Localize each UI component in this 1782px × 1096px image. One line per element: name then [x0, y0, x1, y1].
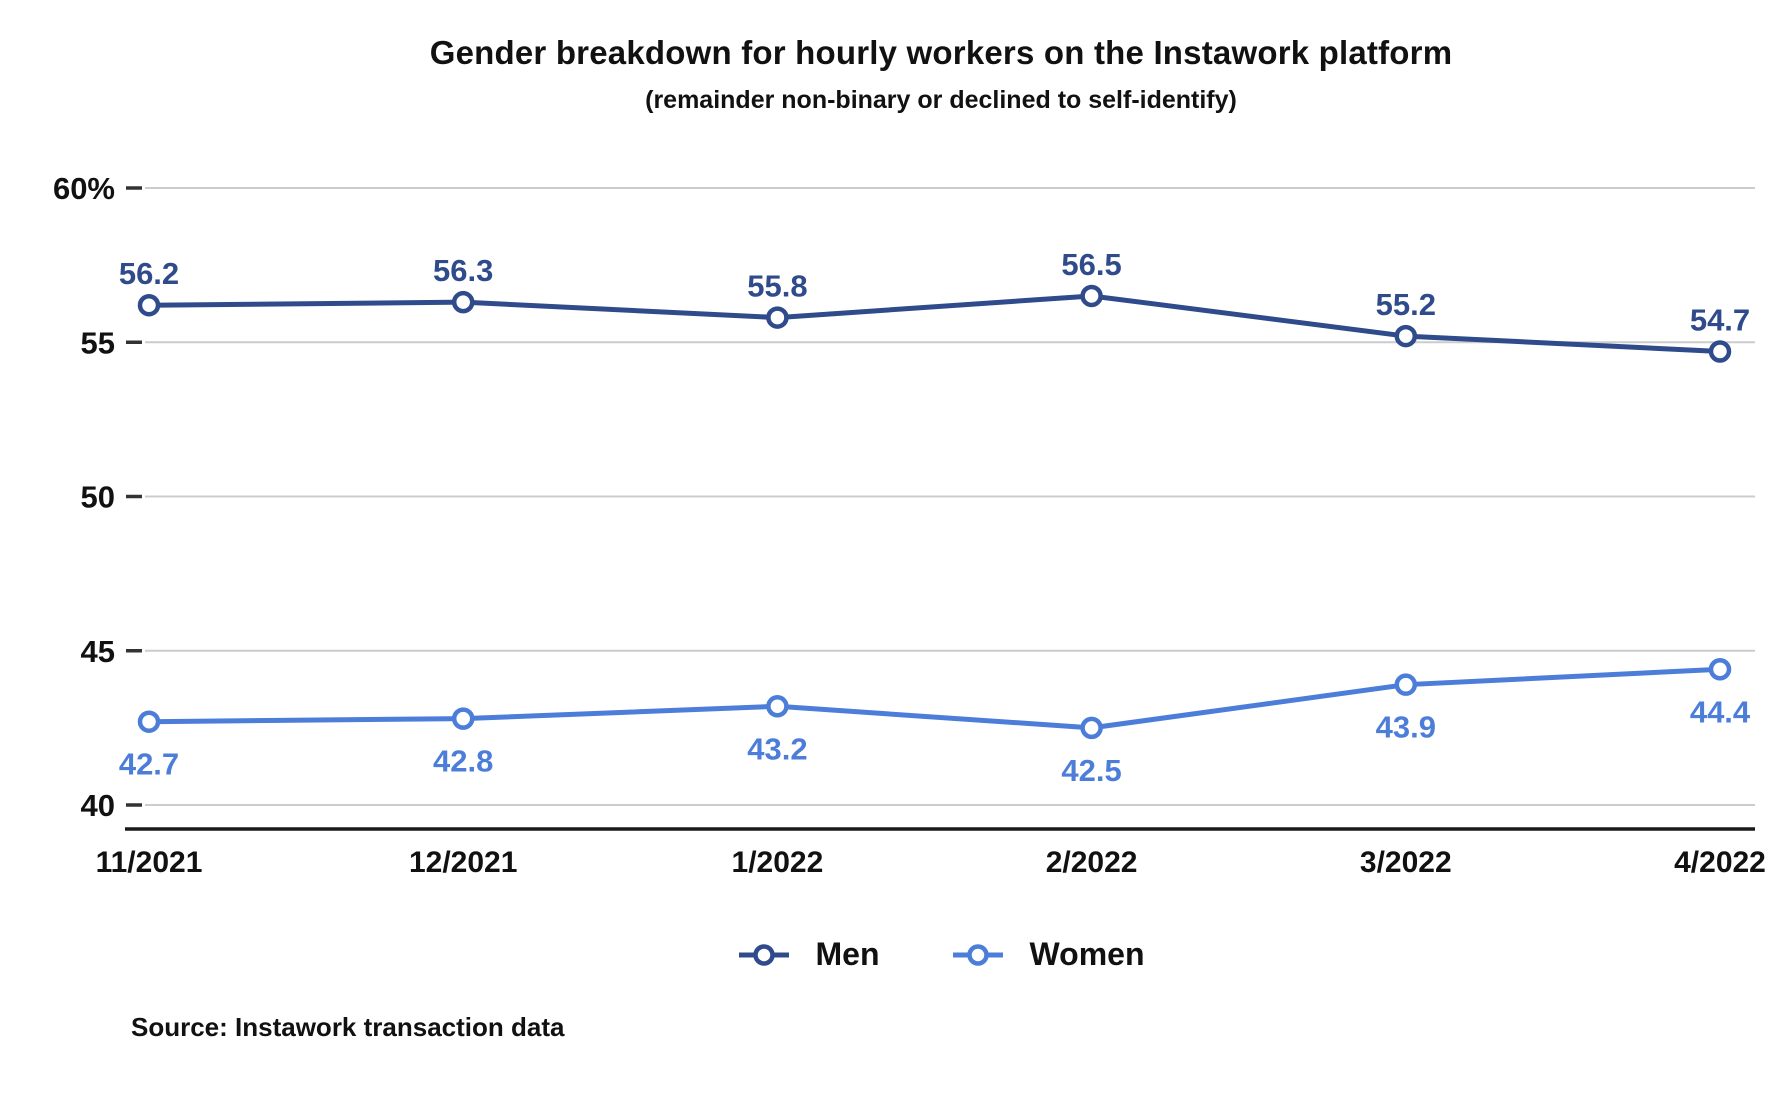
- y-tick-label: 40: [81, 788, 115, 823]
- data-label-men: 54.7: [1690, 303, 1750, 338]
- data-point-women: [451, 707, 475, 730]
- data-point-men: [1708, 340, 1732, 363]
- series-line-men: [146, 293, 1723, 355]
- data-point-men: [1394, 324, 1418, 348]
- data-point-men: [1080, 284, 1103, 308]
- legend-item-men: Men: [738, 936, 880, 973]
- data-point-women: [1708, 658, 1732, 681]
- x-tick-label: 12/2021: [409, 846, 517, 879]
- chart-subtitle: (remainder non-binary or declined to sel…: [645, 86, 1237, 114]
- legend-item-women: Women: [952, 936, 1145, 973]
- data-point-men: [451, 290, 475, 314]
- chart-header: Gender breakdown for hourly workers on t…: [100, 34, 1782, 115]
- data-point-women: [766, 695, 789, 718]
- data-point-men: [766, 306, 789, 329]
- y-tick-label: 50: [81, 480, 115, 515]
- x-tick-label: 4/2022: [1674, 846, 1766, 879]
- data-label-men: 55.8: [747, 269, 807, 304]
- legend-label-men: Men: [815, 936, 880, 972]
- data-label-men: 55.2: [1376, 287, 1436, 322]
- data-point-women: [137, 710, 161, 733]
- chart-legend: Men Women: [100, 936, 1782, 973]
- source-note: Source: Instawork transaction data: [131, 1012, 565, 1042]
- data-point-men: [137, 293, 161, 317]
- data-label-men: 56.5: [1061, 247, 1121, 282]
- x-tick-label: 3/2022: [1360, 846, 1452, 879]
- x-tick-label: 2/2022: [1046, 846, 1138, 879]
- data-point-women: [1080, 716, 1103, 740]
- data-label-women: 43.9: [1376, 710, 1436, 745]
- data-label-women: 42.7: [119, 747, 179, 782]
- data-label-women: 42.5: [1061, 753, 1121, 788]
- data-label-women: 44.4: [1690, 694, 1751, 729]
- data-point-women: [1394, 673, 1418, 696]
- x-tick-label: 11/2021: [96, 846, 203, 879]
- data-label-women: 42.8: [433, 744, 493, 779]
- x-tick-label: 1/2022: [732, 846, 824, 879]
- legend-label-women: Women: [1029, 936, 1145, 972]
- data-label-men: 56.2: [119, 256, 179, 291]
- line-chart-plot: 40 45 50 55 60% 11/2021 12/2021 1/2022 2/2022 3/2…: [53, 171, 1766, 879]
- y-tick-label: 45: [81, 634, 115, 669]
- men-line-marker-icon: [738, 943, 789, 966]
- women-line-marker-icon: [952, 943, 1003, 966]
- y-tick-label: 55: [81, 325, 115, 360]
- y-tick-label: 60%: [53, 171, 115, 206]
- data-label-women: 43.2: [747, 731, 807, 766]
- chart-title: Gender breakdown for hourly workers on t…: [429, 34, 1453, 71]
- data-label-men: 56.3: [433, 253, 493, 288]
- series-line-women: [146, 666, 1723, 731]
